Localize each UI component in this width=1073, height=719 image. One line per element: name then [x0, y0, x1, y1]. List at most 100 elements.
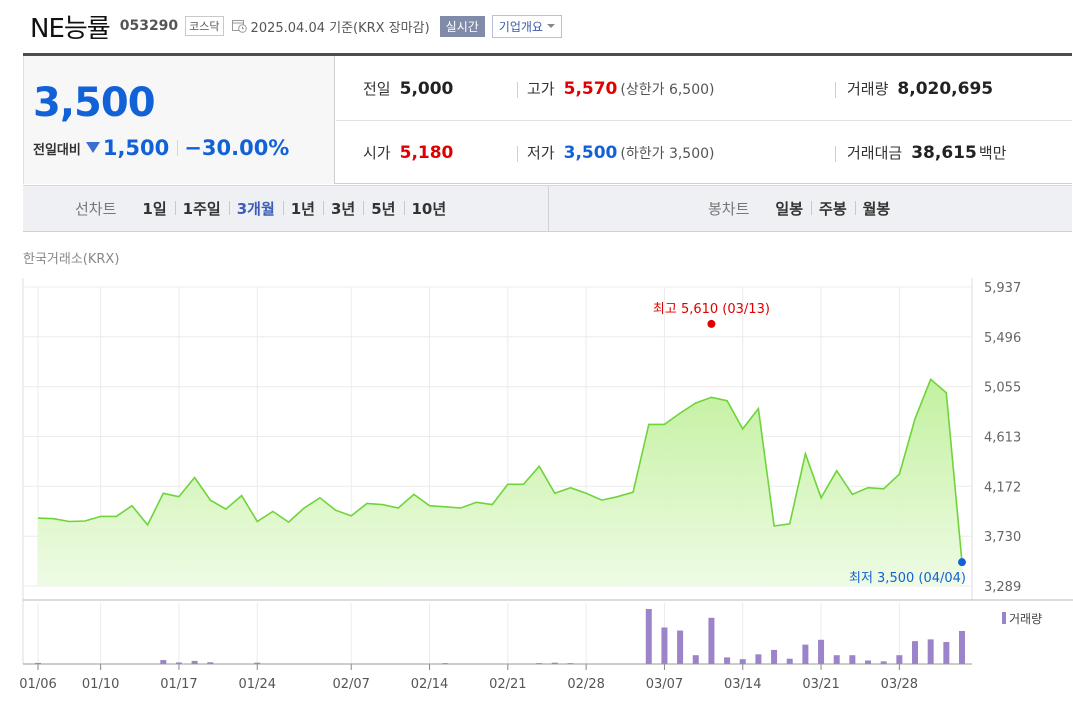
tab-3m[interactable]: 3개월 — [228, 198, 283, 219]
volume-bar — [254, 662, 261, 664]
x-tick-label: 02/07 — [332, 677, 369, 692]
low-label: 저가 — [527, 144, 555, 162]
tab-weekly[interactable]: 주봉 — [811, 198, 855, 219]
volume-bar — [739, 659, 746, 664]
current-price: 3,500 — [33, 80, 156, 126]
chart-tab-bar: 선차트 1일 1주일 3개월 1년 3년 5년 10년 봉차트 일봉 주봉 월봉 — [23, 185, 1072, 232]
x-tick-label: 01/17 — [160, 677, 197, 692]
volume-bar — [645, 609, 652, 664]
plot-background — [23, 278, 972, 664]
x-tick-label: 03/28 — [881, 677, 918, 692]
change-row: 전일대비 1,500 −30.00% — [33, 136, 289, 160]
volume-bar — [567, 663, 574, 664]
volume-bar — [849, 655, 856, 664]
stat-trade-value: 거래대금 38,615 백만 — [847, 142, 1006, 163]
y-tick-label: 3,289 — [984, 580, 1021, 595]
company-info-label: 기업개요 — [498, 19, 543, 34]
high-value: 5,570 — [563, 79, 618, 99]
tab-daily[interactable]: 일봉 — [775, 200, 804, 218]
volume-bar — [755, 654, 762, 664]
title-row: NE능률 053290 코스닥 2025.04.04 기준(KRX 장마감) 실… — [30, 10, 562, 44]
low-annotation: 최저 3,500 (04/04) — [849, 571, 966, 586]
tab-1y[interactable]: 1년 — [282, 198, 323, 219]
y-tick-label: 4,172 — [984, 480, 1021, 495]
x-tick-label: 01/24 — [239, 677, 276, 692]
stat-volume: 거래량 8,020,695 — [847, 78, 993, 99]
volume-bar — [943, 642, 950, 664]
volume-bar — [191, 660, 198, 664]
x-tick-label: 03/07 — [646, 677, 683, 692]
down-arrow-icon — [85, 142, 100, 153]
divider — [835, 146, 836, 162]
volume-bar — [160, 660, 167, 664]
volume-bar — [802, 644, 809, 664]
divider — [835, 82, 836, 98]
price-line — [37, 377, 963, 563]
stock-code: 053290 — [119, 18, 179, 34]
volume-bar — [724, 657, 731, 664]
volume-bar — [786, 658, 793, 664]
tab-1w[interactable]: 1주일 — [174, 198, 229, 219]
volume-bar — [833, 655, 840, 664]
volume-bar — [207, 662, 214, 664]
stat-open: 시가 5,180 — [363, 142, 453, 163]
candle-chart-title: 봉차트 — [708, 200, 750, 218]
change-label: 전일대비 — [33, 142, 81, 158]
price-area — [38, 379, 962, 586]
prev-close-value: 5,000 — [399, 79, 454, 99]
upper-limit: (상한가 6,500) — [620, 82, 715, 98]
volume-value: 8,020,695 — [897, 79, 994, 99]
volume-bar — [661, 627, 668, 664]
trade-value-label: 거래대금 — [847, 144, 903, 162]
volume-bar — [677, 630, 684, 664]
stock-name: NE능률 — [30, 13, 111, 44]
x-tick-label: 03/14 — [724, 677, 761, 692]
tab-5y[interactable]: 5년 — [363, 198, 403, 219]
tab-1d[interactable]: 1일 — [142, 200, 167, 218]
volume-bar — [880, 661, 887, 664]
stat-high: 고가 5,570 (상한가 6,500) — [527, 78, 714, 99]
x-tick-label: 02/14 — [411, 677, 448, 692]
y-tick-label: 5,937 — [984, 281, 1021, 296]
volume-bar — [865, 660, 872, 664]
volume-bar — [959, 631, 965, 664]
company-info-dropdown[interactable]: 기업개요 — [491, 14, 562, 38]
volume-legend-label: 거래량 — [1009, 612, 1042, 626]
volume-legend-swatch — [1002, 612, 1006, 624]
divider — [517, 82, 518, 98]
exchange-label: 한국거래소(KRX) — [23, 252, 120, 267]
trade-value-unit: 백만 — [978, 144, 1007, 162]
volume-bar — [708, 617, 715, 664]
low-value: 3,500 — [563, 143, 618, 163]
volume-bar — [692, 655, 699, 664]
realtime-button[interactable]: 실시간 — [439, 15, 485, 37]
y-tick-label: 5,055 — [984, 381, 1021, 396]
y-tick-label: 5,496 — [984, 331, 1021, 346]
date-text: 2025.04.04 기준(KRX 장마감) — [250, 20, 430, 36]
tab-10y[interactable]: 10년 — [403, 198, 455, 219]
x-tick-label: 03/21 — [802, 677, 839, 692]
volume-bar — [442, 663, 449, 664]
line-chart-tabs: 선차트 1일 1주일 3개월 1년 3년 5년 10년 — [23, 186, 549, 231]
tab-monthly[interactable]: 월봉 — [854, 198, 899, 219]
volume-bar — [912, 641, 919, 664]
quote-box: 3,500 전일대비 1,500 −30.00% 전일 5,000 시가 5,1… — [23, 53, 1072, 184]
y-tick-label: 3,730 — [984, 530, 1021, 545]
x-tick-label: 02/21 — [489, 677, 526, 692]
stat-low: 저가 3,500 (하한가 3,500) — [527, 142, 714, 163]
tab-3y[interactable]: 3년 — [323, 198, 363, 219]
line-chart-title: 선차트 — [75, 200, 117, 218]
change-percent: −30.00% — [184, 136, 290, 160]
volume-bar — [771, 649, 778, 664]
market-badge: 코스닥 — [185, 16, 224, 36]
quote-stats: 전일 5,000 시가 5,180 고가 5,570 (상한가 6,500) 저… — [336, 56, 1072, 184]
volume-bar — [175, 662, 182, 664]
y-tick-label: 4,613 — [984, 431, 1021, 446]
volume-bar — [818, 639, 825, 664]
low-point-marker — [958, 558, 966, 567]
x-tick-label: 02/28 — [567, 677, 604, 692]
candle-chart-tabs: 봉차트 일봉 주봉 월봉 — [550, 186, 1072, 231]
volume-bar — [35, 662, 41, 664]
open-value: 5,180 — [399, 143, 454, 163]
